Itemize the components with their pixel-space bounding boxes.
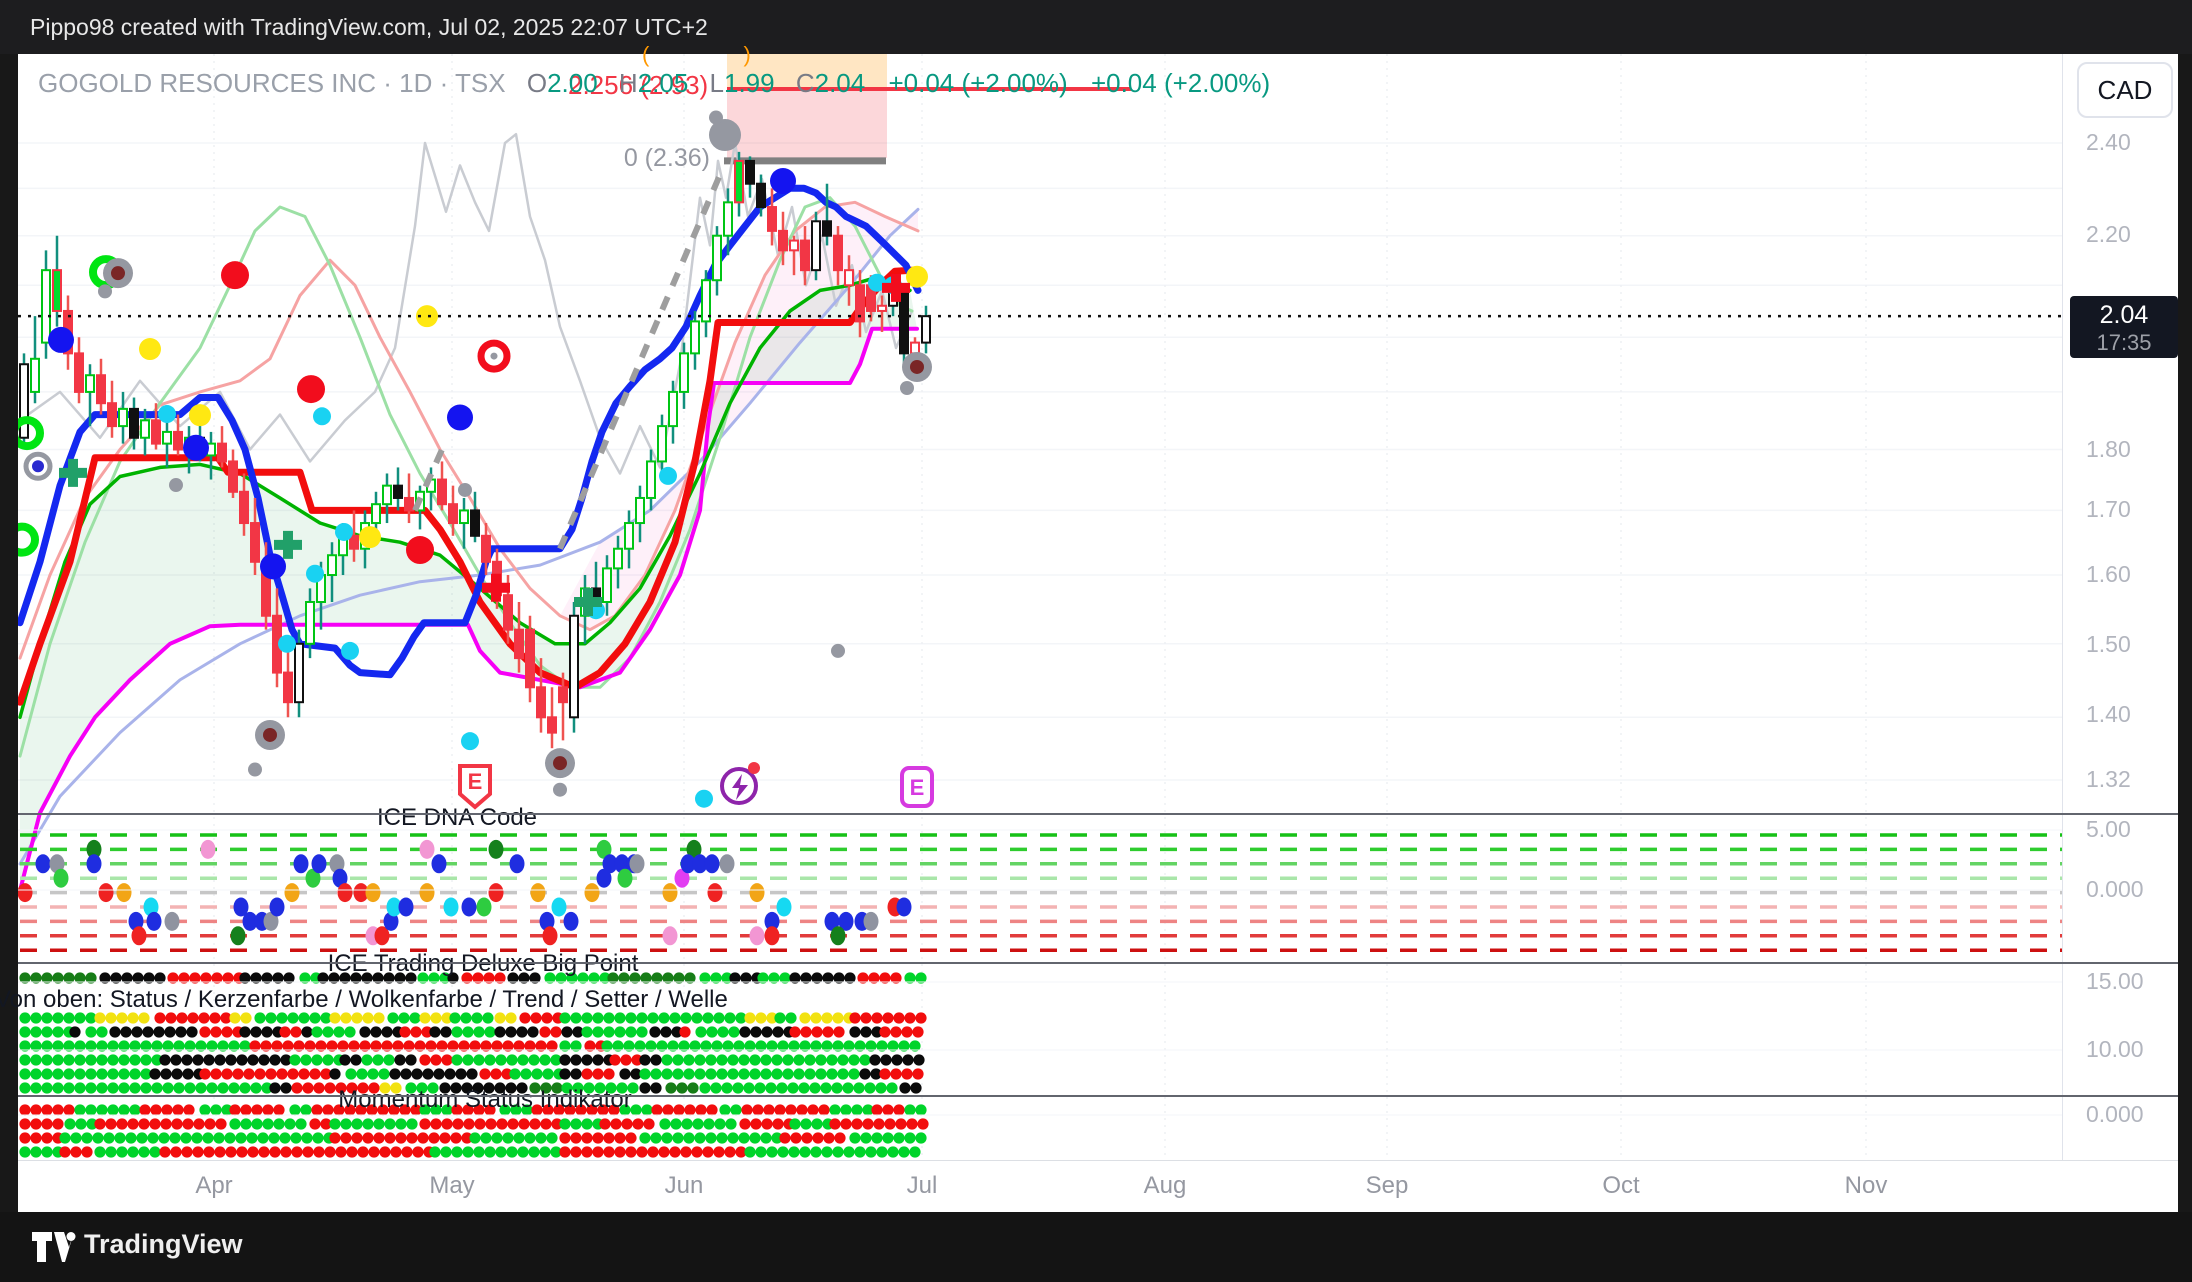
earnings-estimate-icon[interactable]: E — [899, 765, 935, 809]
last-price-label: 2.04 17:35 — [2070, 296, 2178, 358]
price-axis-tick: 1.50 — [2086, 631, 2131, 657]
price-axis-tick: 2.20 — [2086, 221, 2131, 247]
change-value: +0.04 (+2.00%) — [888, 68, 1068, 98]
change-value-2: +0.04 (+2.00%) — [1090, 68, 1271, 98]
time-axis-month: Jun — [664, 1172, 704, 1199]
price-axis-tick: 1.32 — [2086, 766, 2131, 792]
drawing-price-label: 2.256 (2.93) — [568, 70, 709, 100]
time-axis-month: Nov — [1844, 1172, 1888, 1199]
snapshot-titlebar: Pippo98 created with TradingView.com, Ju… — [0, 0, 2192, 54]
time-axis-month: Aug — [1143, 1172, 1187, 1199]
panel-axis-tick: 0.000 — [2086, 876, 2144, 902]
pane-divider[interactable] — [18, 813, 2178, 815]
price-axis-tick: 1.60 — [2086, 561, 2131, 587]
time-axis-month: Jul — [906, 1172, 938, 1199]
time-axis-month: Oct — [1602, 1172, 1640, 1199]
pane-title[interactable]: Momentum Status Indikator — [338, 1086, 632, 1113]
pane-divider[interactable] — [18, 962, 2178, 964]
retracement-level-label: 0 (2.36) — [623, 144, 710, 172]
currency-button[interactable]: CAD — [2077, 62, 2173, 118]
price-axis-tick: 1.80 — [2086, 436, 2131, 462]
high-value: 2.05 — [637, 68, 689, 98]
panel-axis-tick: 5.00 — [2086, 816, 2131, 842]
earnings-icon[interactable]: E — [455, 763, 495, 811]
time-axis-month: May — [429, 1172, 475, 1199]
low-label: L — [709, 68, 724, 98]
price-axis-tick: 1.40 — [2086, 701, 2131, 727]
panel-axis-tick: 15.00 — [2086, 968, 2144, 994]
symbol-header[interactable]: GOGOLD RESOURCES INC · 1D · TSX O2.00 H2… — [38, 68, 1270, 99]
price-axis-tick: 1.70 — [2086, 496, 2131, 522]
svg-text:E: E — [910, 775, 925, 800]
price-axis-tick: 2.40 — [2086, 129, 2131, 155]
open-value: 2.00 — [547, 68, 598, 98]
low-value: 1.99 — [724, 68, 775, 98]
footer-bar: TradingView — [0, 1212, 2192, 1282]
last-price-value: 2.04 — [2099, 301, 2149, 329]
time-axis-separator — [18, 1160, 2178, 1161]
pane-title[interactable]: ICE DNA Code — [376, 804, 538, 831]
close-value: 2.04 — [814, 68, 866, 98]
bar-countdown: 17:35 — [2096, 330, 2152, 355]
symbol-name[interactable]: GOGOLD RESOURCES INC · 1D · TSX — [38, 68, 506, 98]
close-label: C — [795, 68, 815, 98]
svg-text:E: E — [468, 769, 483, 794]
tradingview-brand[interactable]: TradingView — [84, 1229, 243, 1259]
time-axis-month: Apr — [195, 1172, 233, 1199]
price-axis-separator — [2062, 54, 2063, 1160]
pane-subtitle: Von oben: Status / Kerzenfarbe / Wolkenf… — [0, 986, 728, 1013]
snapshot-title: Pippo98 created with TradingView.com, Ju… — [30, 14, 708, 40]
pane-title[interactable]: ICE Trading Deluxe Big Point — [327, 950, 639, 977]
pane-divider[interactable] — [18, 1095, 2178, 1097]
panel-axis-tick: 10.00 — [2086, 1036, 2144, 1062]
time-axis-month: Sep — [1365, 1172, 1409, 1199]
tradingview-logo-icon[interactable] — [30, 1228, 76, 1266]
high-label: H — [618, 68, 638, 98]
clipped-label-artifact: ( ) — [642, 42, 795, 67]
news-bolt-icon[interactable] — [718, 758, 764, 810]
open-label: O — [526, 68, 548, 98]
panel-axis-tick: 0.000 — [2086, 1101, 2144, 1127]
